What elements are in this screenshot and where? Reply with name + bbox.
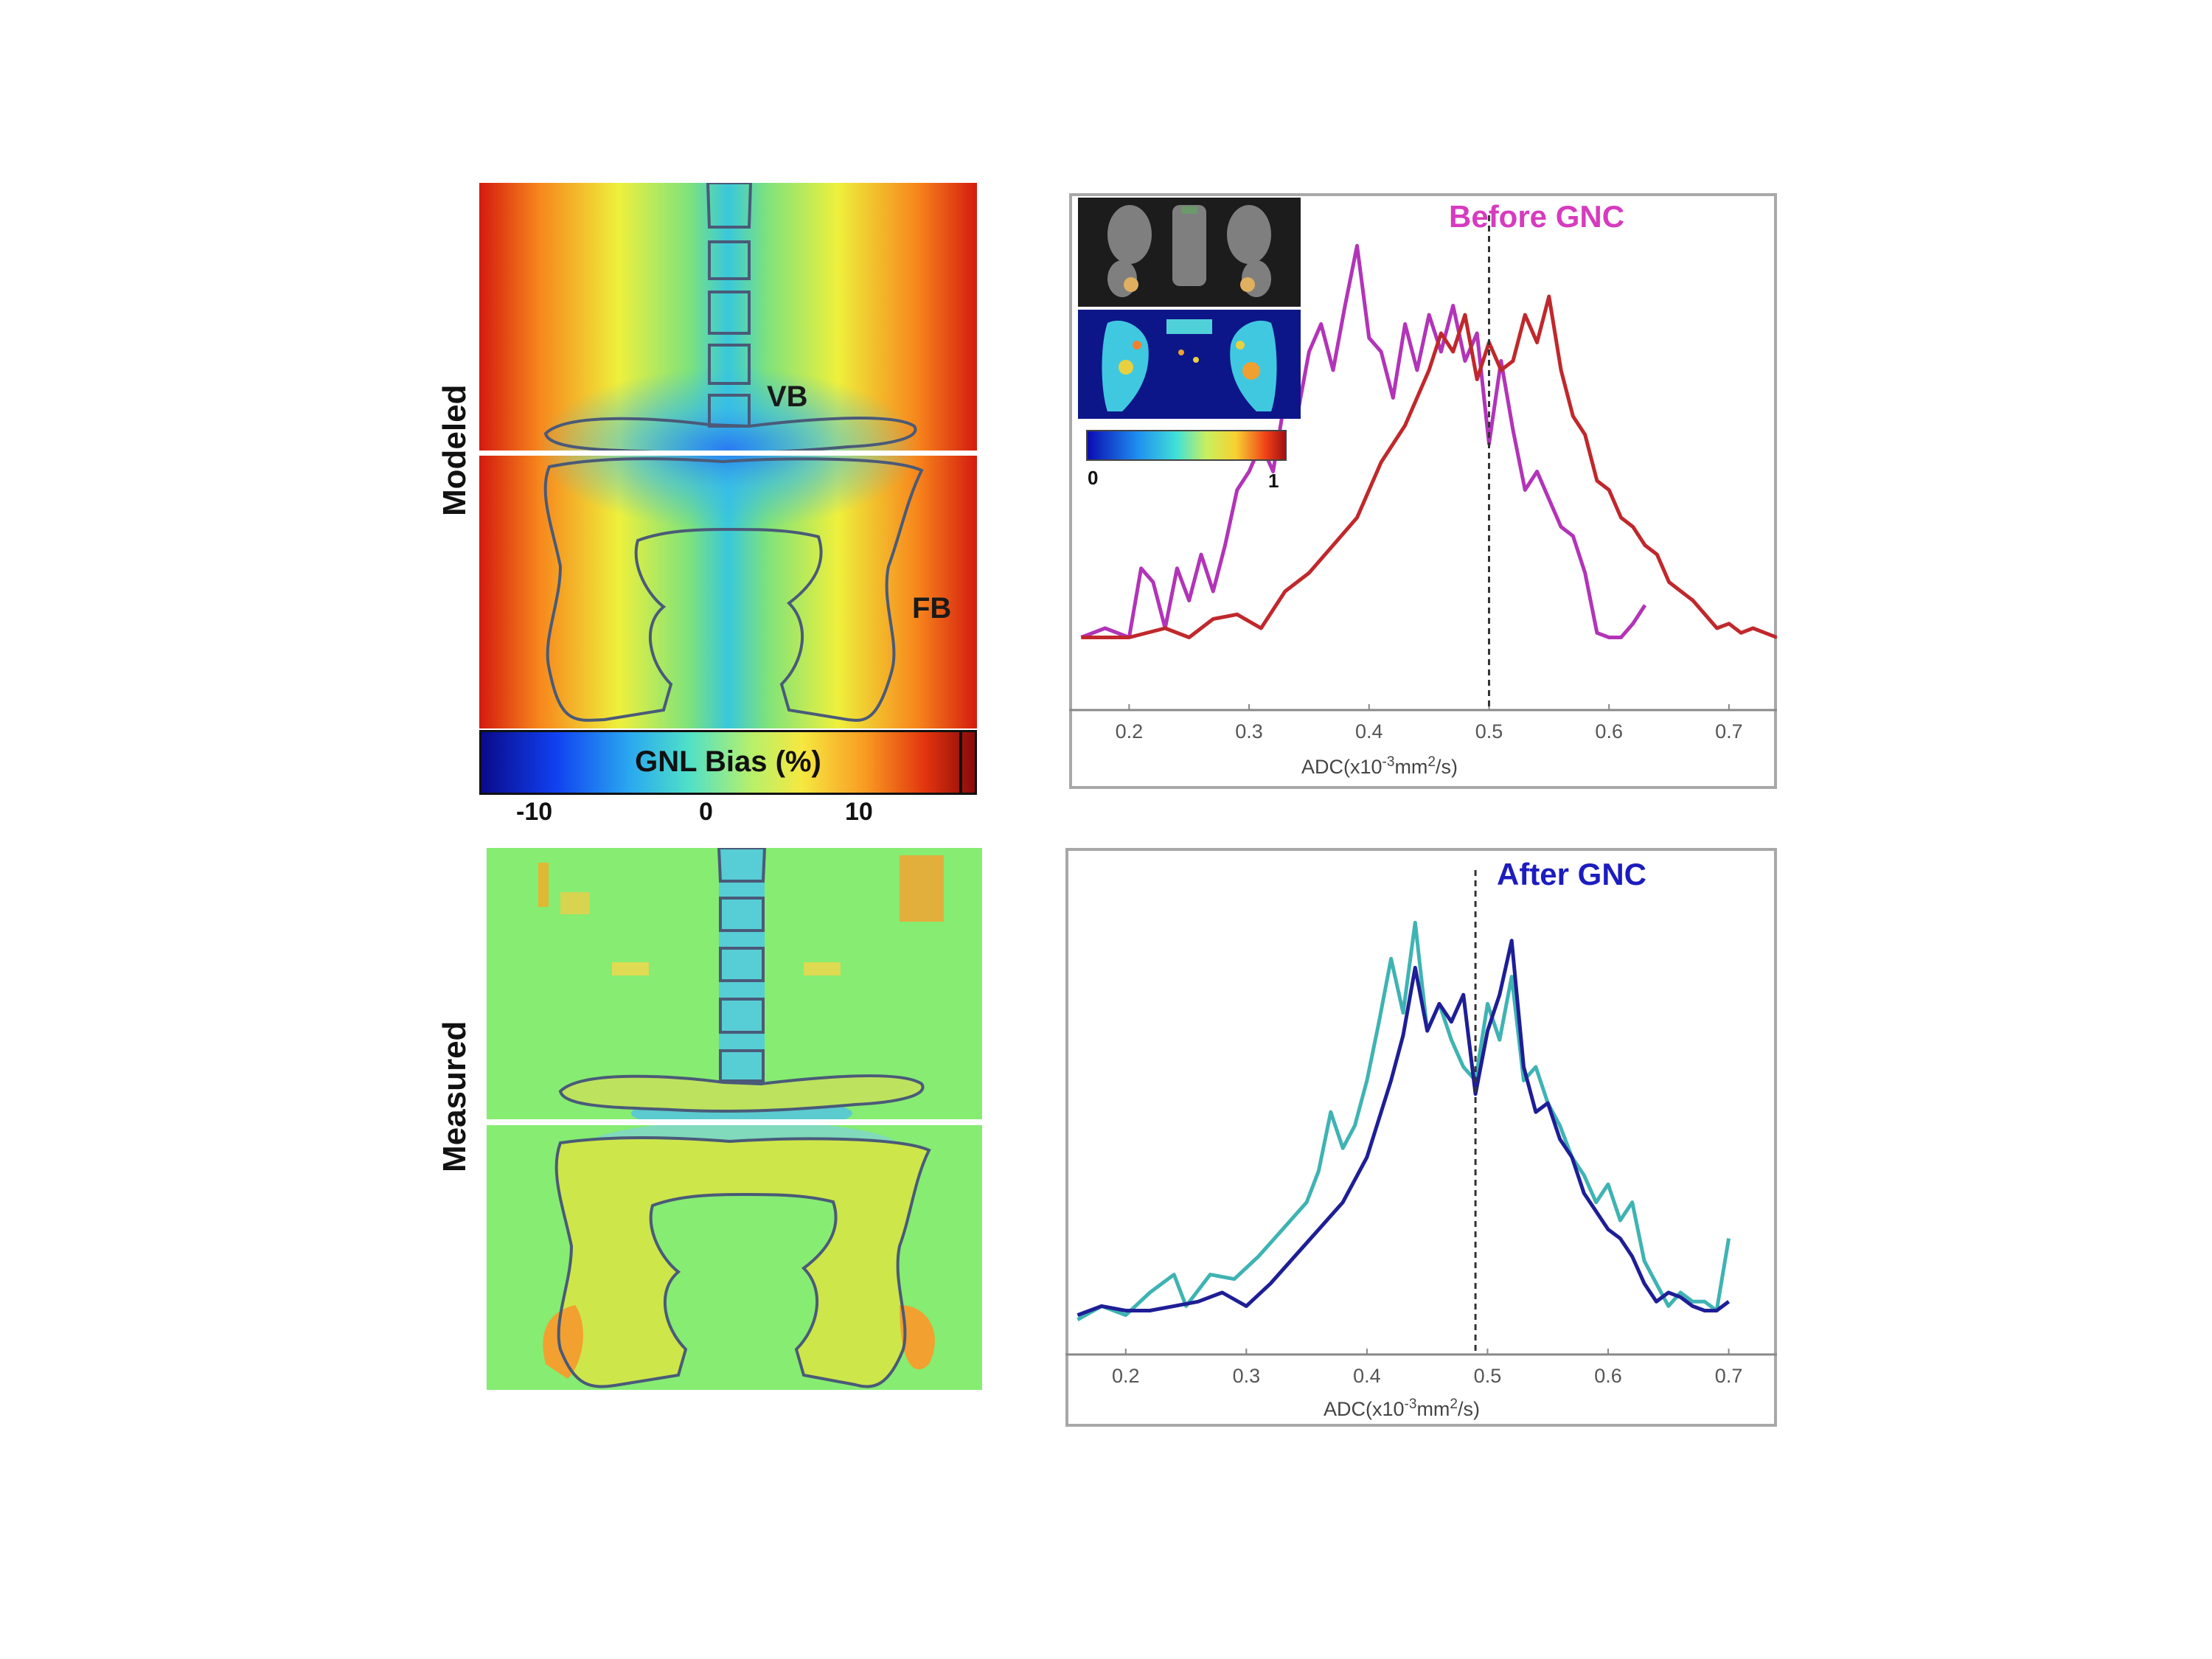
x-tick-label: 0.2 [1112, 1365, 1140, 1387]
colorbar-tick: 10 [845, 798, 873, 826]
after-gnc-chart: After GNC 0.2 0.3 0.4 0.5 0.6 0.7 ADC(x10-3mm… [1065, 857, 1777, 1421]
x-tick-label: 0.5 [1475, 720, 1503, 742]
measured-row-label: Measured [437, 1020, 473, 1172]
before-gnc-chart: Before GNC 0.2 0.3 0.4 0.5 0.6 0.7 ADC(x10-3m… [1069, 199, 1777, 779]
inset-colorbar-tick: 1 [1268, 470, 1279, 492]
series-line-teal [1077, 920, 1731, 1321]
chart-title: Before GNC [1449, 199, 1624, 234]
x-tick-label: 0.4 [1353, 1365, 1381, 1387]
x-tick-label: 0.3 [1233, 1365, 1261, 1387]
bone-outlines [554, 848, 931, 1388]
colorbar-title: GNL Bias (%) [635, 745, 821, 778]
x-axis-label: ADC(x10-3mm2/s) [1324, 1397, 1480, 1421]
x-tick-label: 0.5 [1474, 1365, 1502, 1387]
x-tick-label: 0.6 [1595, 720, 1623, 742]
inset-colorbar [1086, 430, 1287, 461]
series-line-navy [1077, 939, 1731, 1317]
x-axis-label: ADC(x10-3mm2/s) [1301, 754, 1458, 779]
inset-colorbar-tick: 0 [1088, 467, 1099, 489]
modeled-row-label: Modeled [437, 384, 473, 516]
x-tick-label: 0.6 [1594, 1365, 1622, 1387]
modeled-gnl-map [479, 183, 977, 728]
vb-label: VB [767, 380, 808, 413]
chart-title: After GNC [1497, 857, 1646, 891]
after-gnc-panel [1065, 848, 1777, 1427]
inset-images [1078, 198, 1301, 461]
series-line-red [1081, 294, 1777, 639]
colorbar-tick: -10 [516, 798, 553, 826]
x-tick-label: 0.4 [1355, 720, 1383, 742]
fb-label: FB [912, 592, 952, 625]
x-tick-label: 0.7 [1715, 720, 1743, 742]
x-tick-label: 0.7 [1715, 1365, 1743, 1387]
colorbar-marker [959, 732, 962, 793]
gnl-colorbar: GNL Bias (%) [479, 730, 977, 795]
x-tick-label: 0.2 [1116, 720, 1144, 742]
series-line-magenta [1080, 243, 1647, 639]
colorbar-tick: 0 [699, 798, 713, 826]
x-tick-label: 0.3 [1235, 720, 1263, 742]
measured-gnl-map [487, 848, 982, 1390]
